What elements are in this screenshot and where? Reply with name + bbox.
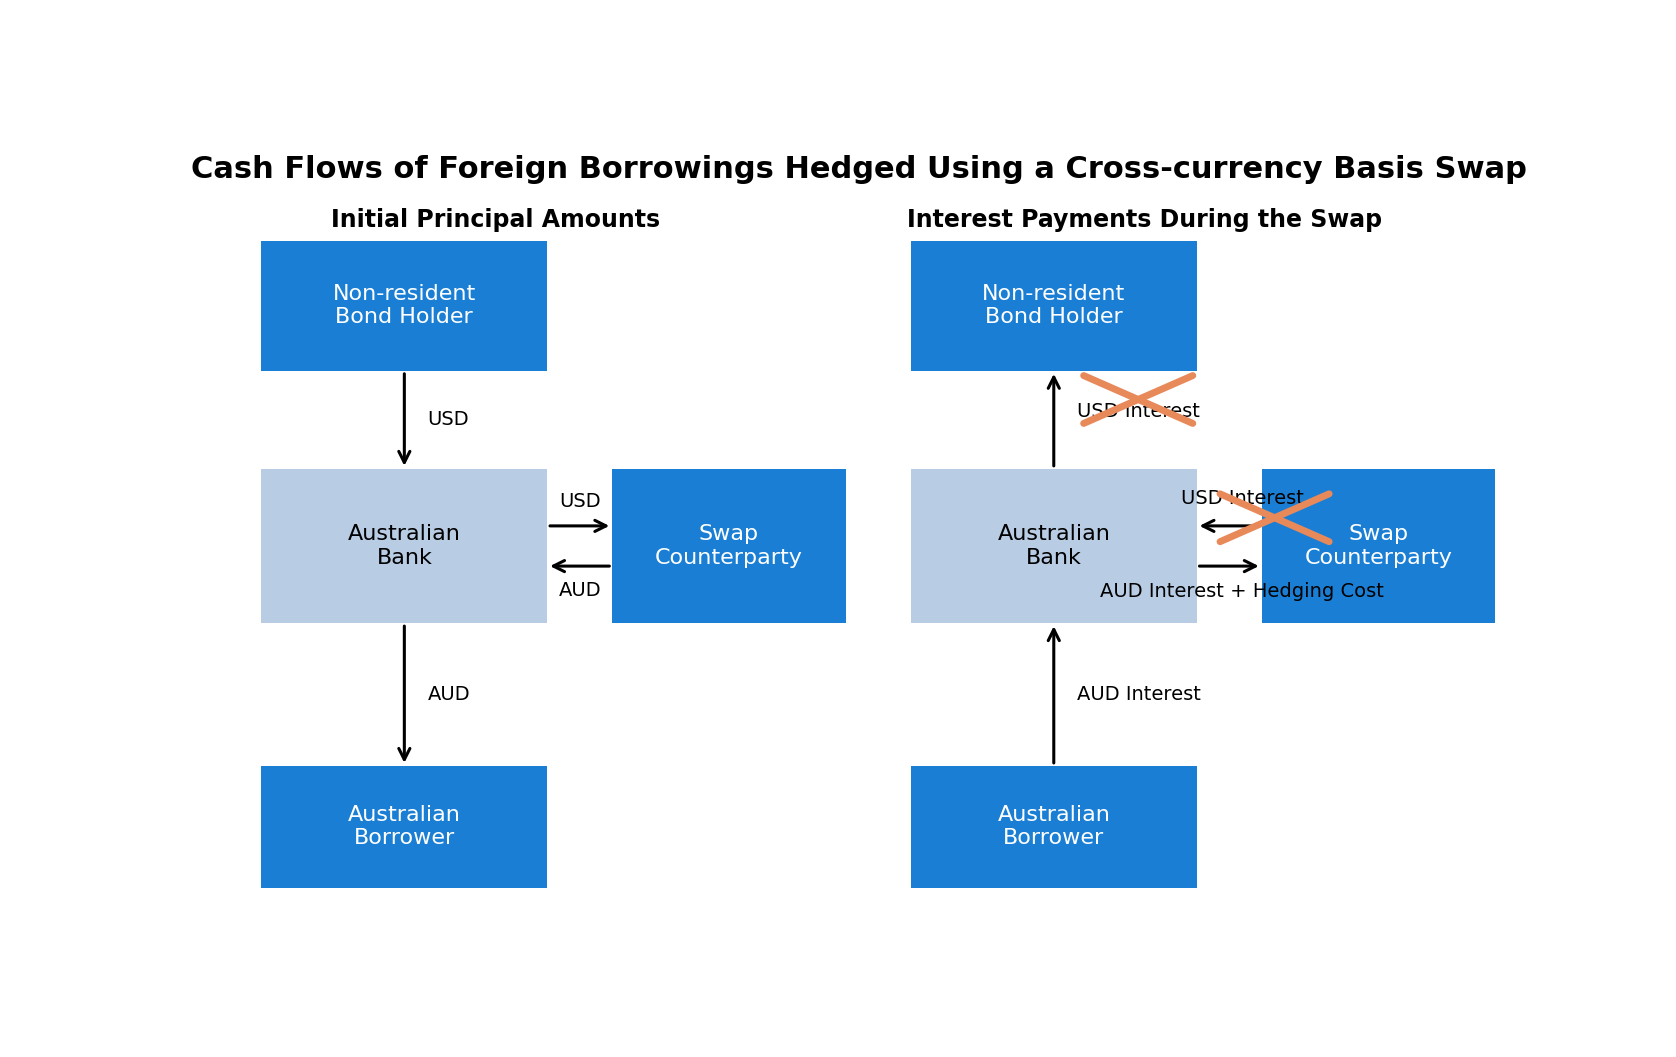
Text: AUD: AUD (558, 580, 602, 599)
Text: Australian
Bank: Australian Bank (349, 524, 461, 568)
Text: Interest Payments During the Swap: Interest Payments During the Swap (907, 208, 1383, 233)
FancyBboxPatch shape (261, 241, 548, 371)
Text: USD: USD (558, 493, 600, 512)
Text: Cash Flows of Foreign Borrowings Hedged Using a Cross-currency Basis Swap: Cash Flows of Foreign Borrowings Hedged … (191, 155, 1527, 184)
Text: AUD Interest: AUD Interest (1078, 685, 1202, 704)
Text: Non-resident
Bond Holder: Non-resident Bond Holder (982, 284, 1125, 328)
FancyBboxPatch shape (612, 468, 846, 624)
FancyBboxPatch shape (912, 241, 1197, 371)
Text: Australian
Borrower: Australian Borrower (349, 805, 461, 849)
Text: Swap
Counterparty: Swap Counterparty (1304, 524, 1453, 568)
FancyBboxPatch shape (261, 765, 548, 888)
Text: Australian
Borrower: Australian Borrower (997, 805, 1110, 849)
Text: AUD: AUD (427, 685, 471, 704)
Text: Non-resident
Bond Holder: Non-resident Bond Holder (334, 284, 476, 328)
Text: Initial Principal Amounts: Initial Principal Amounts (330, 208, 660, 233)
Text: USD Interest: USD Interest (1180, 489, 1304, 508)
FancyBboxPatch shape (912, 468, 1197, 624)
Text: Swap
Counterparty: Swap Counterparty (655, 524, 803, 568)
FancyBboxPatch shape (1262, 468, 1495, 624)
Text: AUD Interest + Hedging Cost: AUD Interest + Hedging Cost (1099, 582, 1384, 601)
Text: Australian
Bank: Australian Bank (997, 524, 1110, 568)
Text: USD: USD (427, 410, 469, 429)
FancyBboxPatch shape (912, 765, 1197, 888)
FancyBboxPatch shape (261, 468, 548, 624)
Text: USD Interest: USD Interest (1078, 403, 1200, 421)
